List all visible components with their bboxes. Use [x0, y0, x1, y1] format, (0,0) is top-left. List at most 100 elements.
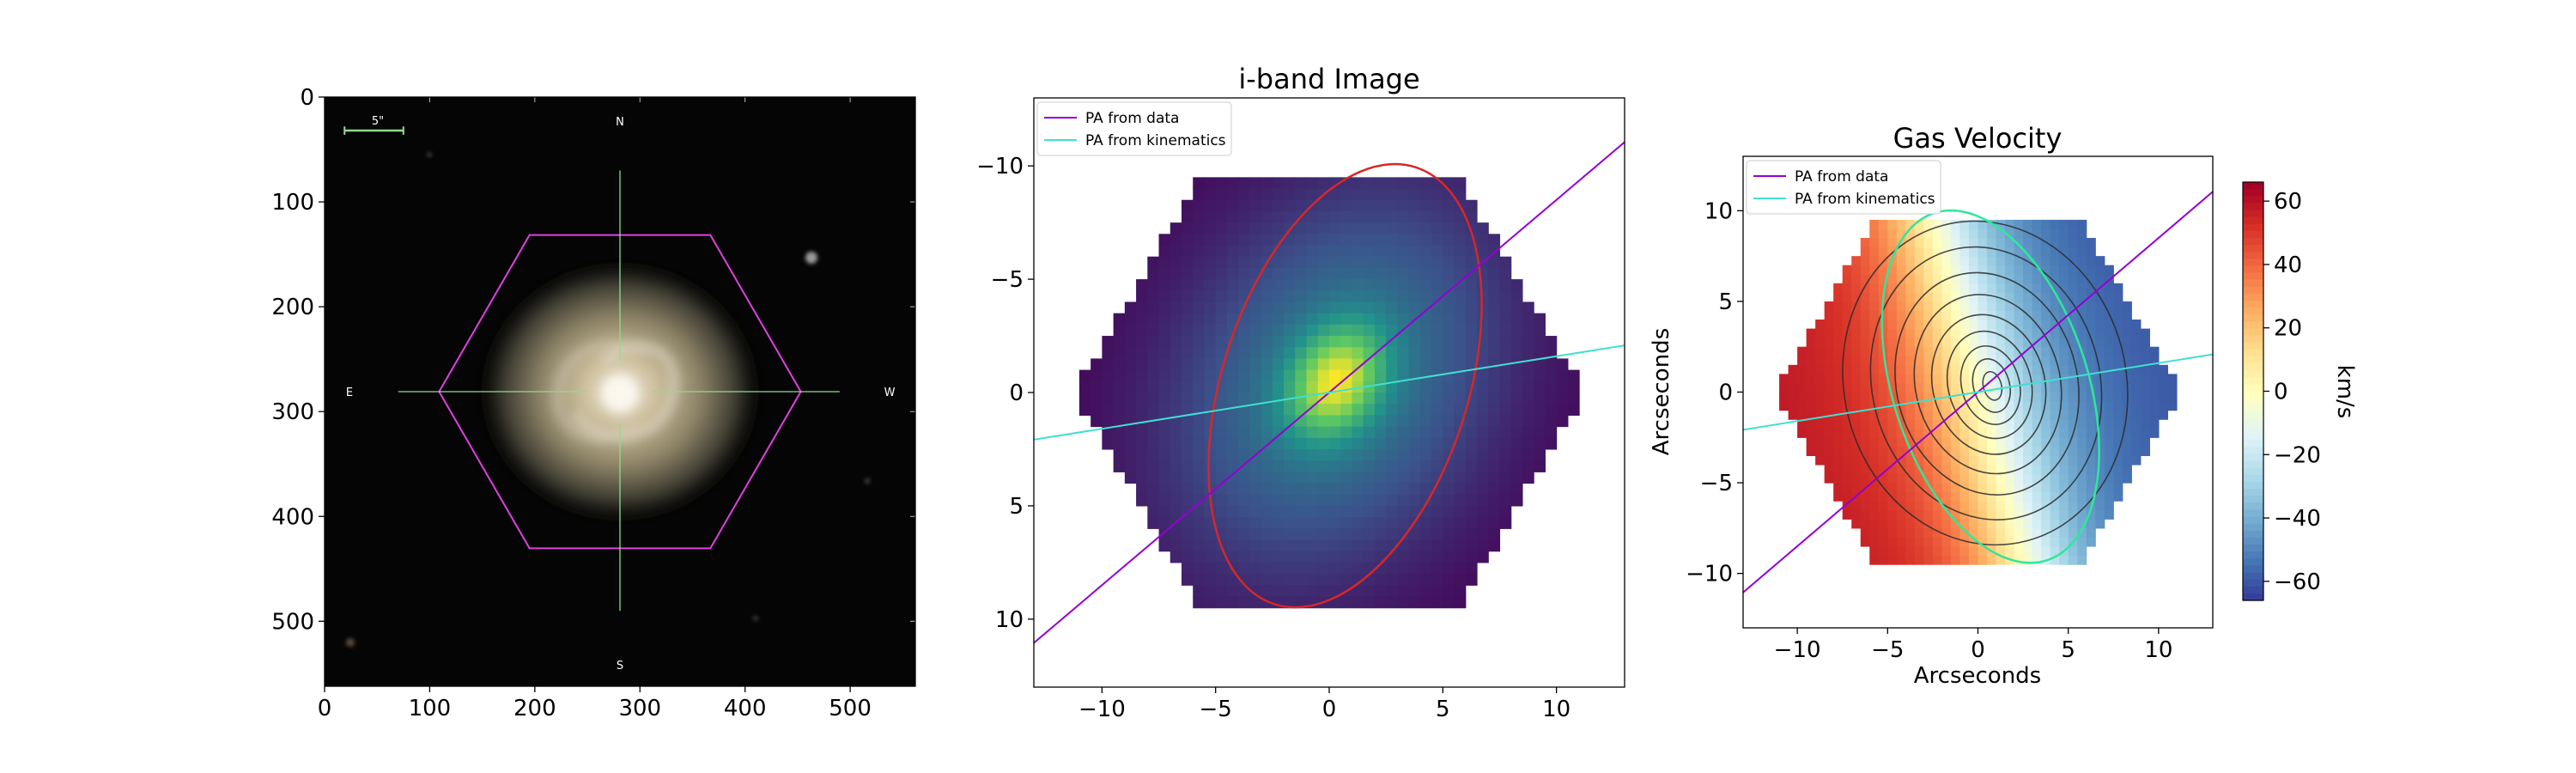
- heatmap-cell: [1204, 301, 1217, 314]
- velocity-cell: [1887, 265, 1898, 275]
- heatmap-cell: [1170, 234, 1182, 247]
- velocity-cell: [1978, 228, 1988, 239]
- heatmap-cell: [1431, 505, 1443, 518]
- velocity-cell: [1996, 491, 2006, 502]
- velocity-cell: [1941, 509, 1952, 520]
- velocity-cell: [1905, 320, 1916, 330]
- heatmap-cell: [1295, 404, 1308, 416]
- heatmap-cell: [1386, 562, 1398, 575]
- heatmap-cell: [1454, 494, 1467, 507]
- velocity-cell: [2014, 320, 2024, 330]
- heatmap-cell: [1193, 347, 1206, 360]
- velocity-cell: [2113, 473, 2123, 484]
- heatmap-cell: [1488, 358, 1501, 371]
- heatmap-cell: [1522, 415, 1534, 428]
- velocity-cell: [2014, 527, 2024, 539]
- velocity-cell: [1905, 364, 1916, 374]
- heatmap-cell: [1329, 210, 1341, 223]
- velocity-cell: [2113, 320, 2123, 330]
- heatmap-cell: [1193, 574, 1206, 586]
- heatmap-cell: [1465, 539, 1478, 552]
- velocity-cell: [2068, 356, 2078, 366]
- velocity-cell: [2050, 356, 2060, 366]
- velocity-cell: [1851, 338, 1862, 348]
- heatmap-cell: [1329, 267, 1341, 280]
- heatmap-cell: [1204, 528, 1217, 541]
- velocity-cell: [1968, 247, 1979, 257]
- velocity-cell: [2041, 256, 2051, 266]
- heatmap-cell: [1477, 528, 1489, 541]
- velocity-cell: [2104, 356, 2114, 366]
- heatmap-cell: [1431, 539, 1443, 552]
- heatmap-cell: [1556, 358, 1569, 371]
- heatmap-cell: [1306, 404, 1319, 416]
- heatmap-cell: [1295, 234, 1308, 247]
- velocity-cell: [1878, 328, 1888, 338]
- velocity-cell: [2014, 364, 2024, 374]
- velocity-cell: [2086, 464, 2096, 475]
- velocity-cell: [2077, 483, 2087, 493]
- heatmap-cell: [1317, 539, 1330, 552]
- heatmap-cell: [1136, 404, 1148, 416]
- heatmap-cell: [1113, 380, 1126, 393]
- heatmap-cell: [1226, 347, 1239, 360]
- heatmap-cell: [1261, 404, 1273, 416]
- heatmap-cell: [1534, 393, 1546, 405]
- heatmap-cell: [1374, 369, 1387, 382]
- heatmap-cell: [1443, 472, 1455, 484]
- heatmap-cell: [1226, 517, 1239, 529]
- heatmap-cell: [1158, 539, 1171, 552]
- heatmap-cell: [1261, 245, 1273, 258]
- heatmap-cell: [1261, 188, 1273, 201]
- heatmap-cell: [1261, 448, 1273, 461]
- y-tick-label: 5: [1009, 494, 1024, 520]
- heatmap-cell: [1454, 188, 1467, 201]
- velocity-cell: [1959, 428, 1970, 438]
- flux-contour: [1959, 344, 2021, 425]
- heatmap-cell: [1226, 494, 1239, 507]
- velocity-cell: [1869, 374, 1880, 384]
- heatmap-cell: [1226, 234, 1239, 247]
- heatmap-cell: [1431, 199, 1443, 212]
- velocity-cell: [2059, 527, 2069, 539]
- velocity-cell: [2050, 410, 2060, 420]
- heatmap-cell: [1352, 460, 1364, 472]
- heatmap-cell: [1204, 380, 1217, 393]
- velocity-cell: [2104, 283, 2114, 293]
- colorbar-tick-label: 20: [2274, 316, 2302, 342]
- velocity-cell: [1824, 455, 1834, 466]
- heatmap-cell: [1340, 551, 1353, 563]
- heatmap-cell: [1158, 472, 1171, 484]
- velocity-cell: [1869, 519, 1880, 529]
- velocity-cell: [2086, 356, 2096, 366]
- heatmap-cell: [1408, 267, 1421, 280]
- heatmap-cell: [1363, 528, 1376, 541]
- heatmap-cell: [1488, 539, 1501, 552]
- heatmap-cell: [1408, 279, 1421, 291]
- heatmap-cell: [1329, 347, 1341, 360]
- heatmap-cell: [1204, 551, 1217, 563]
- heatmap-cell: [1329, 505, 1341, 518]
- velocity-cell: [1959, 247, 1970, 257]
- heatmap-cell: [1182, 494, 1194, 507]
- velocity-cell: [1978, 219, 1988, 230]
- heatmap-cell: [1397, 585, 1410, 598]
- velocity-cell: [1797, 410, 1807, 420]
- heatmap-cell: [1170, 437, 1182, 450]
- heatmap-cell: [1124, 336, 1137, 348]
- heatmap-cell: [1317, 313, 1330, 326]
- velocity-cell: [1905, 356, 1916, 366]
- velocity-cell: [2077, 545, 2087, 557]
- heatmap-cell: [1238, 562, 1250, 575]
- velocity-cell: [1860, 320, 1870, 330]
- heatmap-cell: [1443, 256, 1455, 269]
- velocity-cell: [2095, 265, 2105, 275]
- heatmap-cell: [1158, 313, 1171, 326]
- velocity-cell: [2059, 537, 2069, 547]
- heatmap-cell: [1510, 404, 1523, 416]
- heatmap-cell: [1465, 551, 1478, 563]
- velocity-cell: [2032, 356, 2042, 366]
- heatmap-cell: [1431, 188, 1443, 201]
- heatmap-cell: [1443, 393, 1455, 405]
